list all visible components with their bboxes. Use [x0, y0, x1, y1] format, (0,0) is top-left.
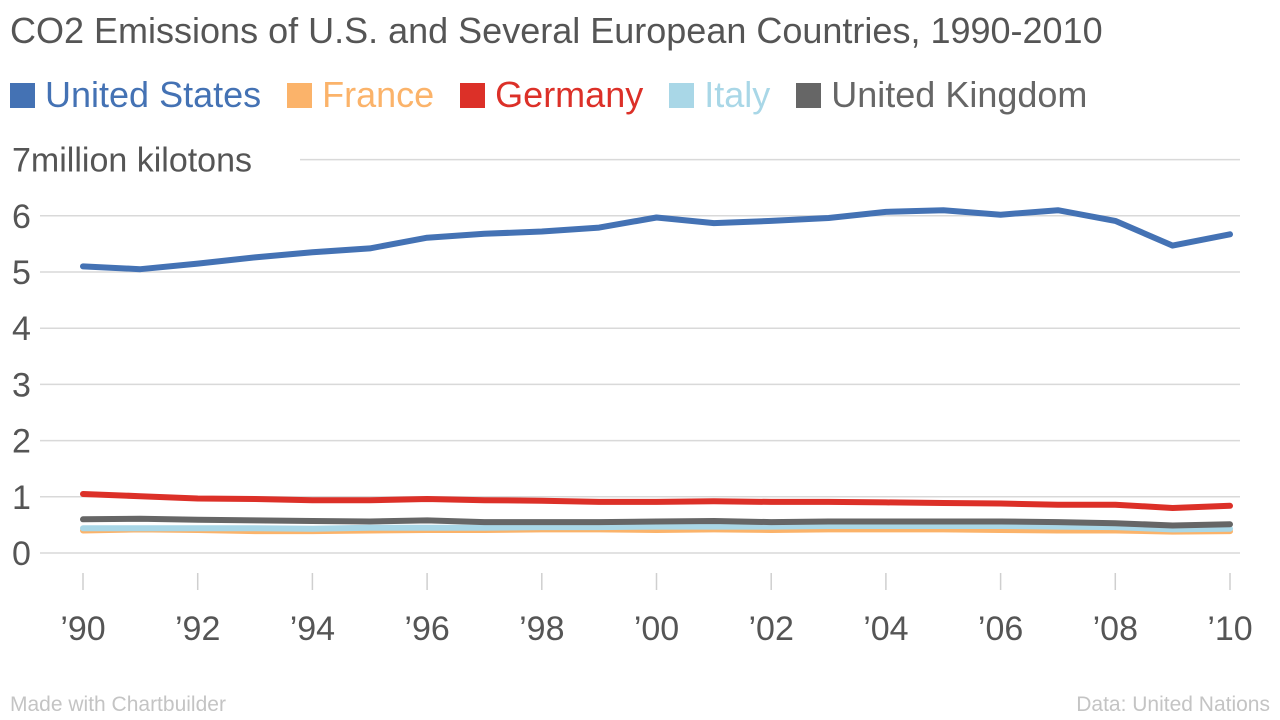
x-tick-label-1992: ’92 — [175, 610, 220, 648]
legend-item-germany[interactable]: Germany — [460, 74, 643, 116]
series-line-united-kingdom — [80, 515, 1233, 529]
x-tick-label-2008: ’08 — [1093, 610, 1138, 648]
x-tick-label-2010: ’10 — [1207, 610, 1252, 648]
legend-swatch-italy — [669, 82, 695, 108]
y-tick-label-4: 4 — [12, 310, 31, 348]
y-tick-label-6: 6 — [12, 198, 31, 236]
series-line-italy — [80, 523, 1233, 533]
y-tick-label-7: 7million kilotons — [12, 142, 252, 180]
legend-label-germany: Germany — [495, 74, 644, 115]
y-tick-label-1: 1 — [12, 479, 31, 517]
series-line-united-states — [80, 207, 1233, 273]
y-tick-label-2: 2 — [12, 423, 31, 461]
legend-label-italy: Italy — [704, 74, 771, 115]
x-tick-label-2004: ’04 — [863, 610, 908, 648]
legend-swatch-germany — [460, 82, 486, 108]
legend-item-united-kingdom[interactable]: United Kingdom — [796, 74, 1087, 116]
legend-item-italy[interactable]: Italy — [669, 74, 770, 116]
y-tick-label-5: 5 — [12, 254, 31, 292]
footer-credit[interactable]: Made with Chartbuilder — [10, 693, 226, 716]
x-tick-label-2000: ’00 — [634, 610, 679, 648]
x-tick-label-1998: ’98 — [519, 610, 564, 648]
legend-item-france[interactable]: France — [287, 74, 434, 116]
series-line-germany — [80, 491, 1233, 511]
legend-label-united-states: United States — [45, 74, 262, 115]
legend-label-france: France — [322, 74, 435, 115]
x-tick-label-2002: ’02 — [749, 610, 794, 648]
legend-label-united-kingdom: United Kingdom — [831, 74, 1088, 115]
x-tick-label-1994: ’94 — [290, 610, 335, 648]
x-tick-label-1990: ’90 — [60, 610, 105, 648]
legend-swatch-united-kingdom — [796, 82, 822, 108]
chart-legend: United States France Germany Italy Unite… — [10, 74, 1087, 116]
x-tick-label-1996: ’96 — [404, 610, 449, 648]
legend-item-united-states[interactable]: United States — [10, 74, 261, 116]
x-tick-label-2006: ’06 — [978, 610, 1023, 648]
footer-source: Data: United Nations — [1076, 693, 1270, 716]
legend-swatch-united-states — [10, 82, 35, 108]
y-tick-label-3: 3 — [12, 366, 31, 404]
y-tick-label-0: 0 — [12, 535, 31, 573]
legend-swatch-france — [287, 82, 313, 108]
chart-title: CO2 Emissions of U.S. and Several Europe… — [10, 10, 1103, 51]
